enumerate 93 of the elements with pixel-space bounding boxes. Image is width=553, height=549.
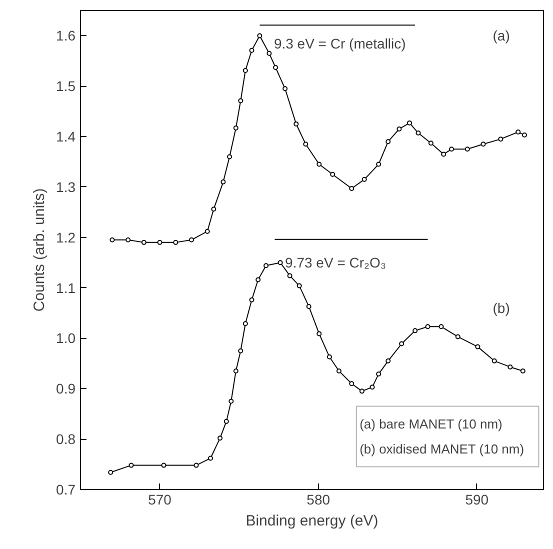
point — [108, 470, 114, 475]
y-tick-label: 1.4 — [56, 128, 76, 145]
point — [242, 68, 248, 73]
point — [441, 152, 446, 157]
annotation: 9.73 eV = Cr₂O₃ — [285, 254, 386, 271]
point — [161, 462, 166, 468]
x-tick-label: 580 — [306, 492, 330, 508]
y-tick-label: 0.9 — [56, 380, 76, 397]
point — [498, 136, 504, 142]
y-tick-label: 0.8 — [56, 431, 76, 448]
point — [428, 140, 434, 146]
point — [376, 372, 382, 377]
point — [475, 344, 480, 350]
point — [294, 121, 299, 126]
point — [256, 277, 261, 282]
annotation: 9.3 eV = Cr (metallic) — [274, 35, 406, 52]
y-tick-label: 1.6 — [56, 28, 76, 44]
point — [208, 456, 214, 461]
point — [370, 384, 375, 390]
point — [316, 331, 322, 336]
annotation: (a) bare MANET (10 nm) — [360, 416, 502, 432]
x-tick-label: 590 — [465, 492, 489, 508]
point — [233, 125, 238, 130]
point — [204, 228, 210, 234]
point — [227, 154, 232, 160]
y-tick-label: 1.5 — [56, 78, 76, 94]
point — [455, 334, 460, 340]
point — [257, 33, 262, 38]
y-tick-label: 1.3 — [56, 178, 76, 195]
point — [287, 273, 292, 278]
point — [407, 120, 412, 126]
point — [249, 297, 254, 302]
point — [238, 348, 244, 354]
point — [188, 237, 194, 242]
annotation: (b) oxidised MANET (10 nm) — [360, 442, 524, 457]
point — [228, 398, 234, 404]
x-tick-label: 570 — [148, 492, 172, 508]
point — [126, 237, 131, 242]
point — [522, 132, 527, 138]
point — [449, 146, 454, 152]
y-tick-label: 1.1 — [56, 280, 76, 296]
point — [211, 206, 216, 212]
point — [249, 48, 254, 53]
annotation: (b) — [492, 300, 510, 316]
point — [266, 50, 272, 56]
point — [303, 142, 308, 147]
point — [362, 176, 367, 182]
point — [128, 462, 134, 468]
point — [238, 98, 244, 104]
point — [386, 139, 391, 144]
x-axis-title: Binding energy (eV) — [246, 512, 378, 530]
point — [336, 368, 342, 374]
point — [376, 162, 382, 167]
point — [316, 162, 322, 167]
point — [110, 237, 115, 242]
point — [306, 304, 312, 309]
point — [416, 130, 421, 136]
point — [330, 172, 336, 177]
point — [224, 418, 229, 424]
y-tick-label: 1.2 — [56, 229, 76, 246]
point — [492, 358, 497, 364]
point — [218, 436, 223, 441]
annotation: (a) — [492, 28, 510, 44]
point — [264, 263, 269, 268]
point — [220, 179, 226, 184]
point — [508, 364, 513, 370]
y-tick-label: 1.0 — [56, 330, 76, 346]
y-axis-title: Counts (arb. units) — [31, 188, 48, 312]
point — [399, 341, 404, 346]
point — [173, 240, 178, 245]
point — [194, 462, 199, 468]
point — [273, 64, 278, 70]
point — [520, 368, 526, 374]
point — [349, 186, 354, 191]
point — [349, 381, 354, 386]
point — [278, 260, 283, 266]
y-tick-label: 0.7 — [56, 482, 76, 498]
point — [242, 321, 248, 326]
point — [141, 240, 146, 245]
point — [412, 328, 418, 334]
point — [326, 354, 332, 360]
point — [464, 146, 470, 152]
point — [296, 283, 302, 288]
point — [157, 240, 162, 245]
point — [359, 388, 364, 394]
point — [438, 324, 444, 330]
point — [386, 358, 391, 364]
point — [282, 86, 288, 92]
point — [396, 126, 402, 132]
point — [480, 142, 486, 147]
point — [425, 324, 430, 330]
point — [233, 368, 238, 374]
point — [516, 130, 521, 135]
